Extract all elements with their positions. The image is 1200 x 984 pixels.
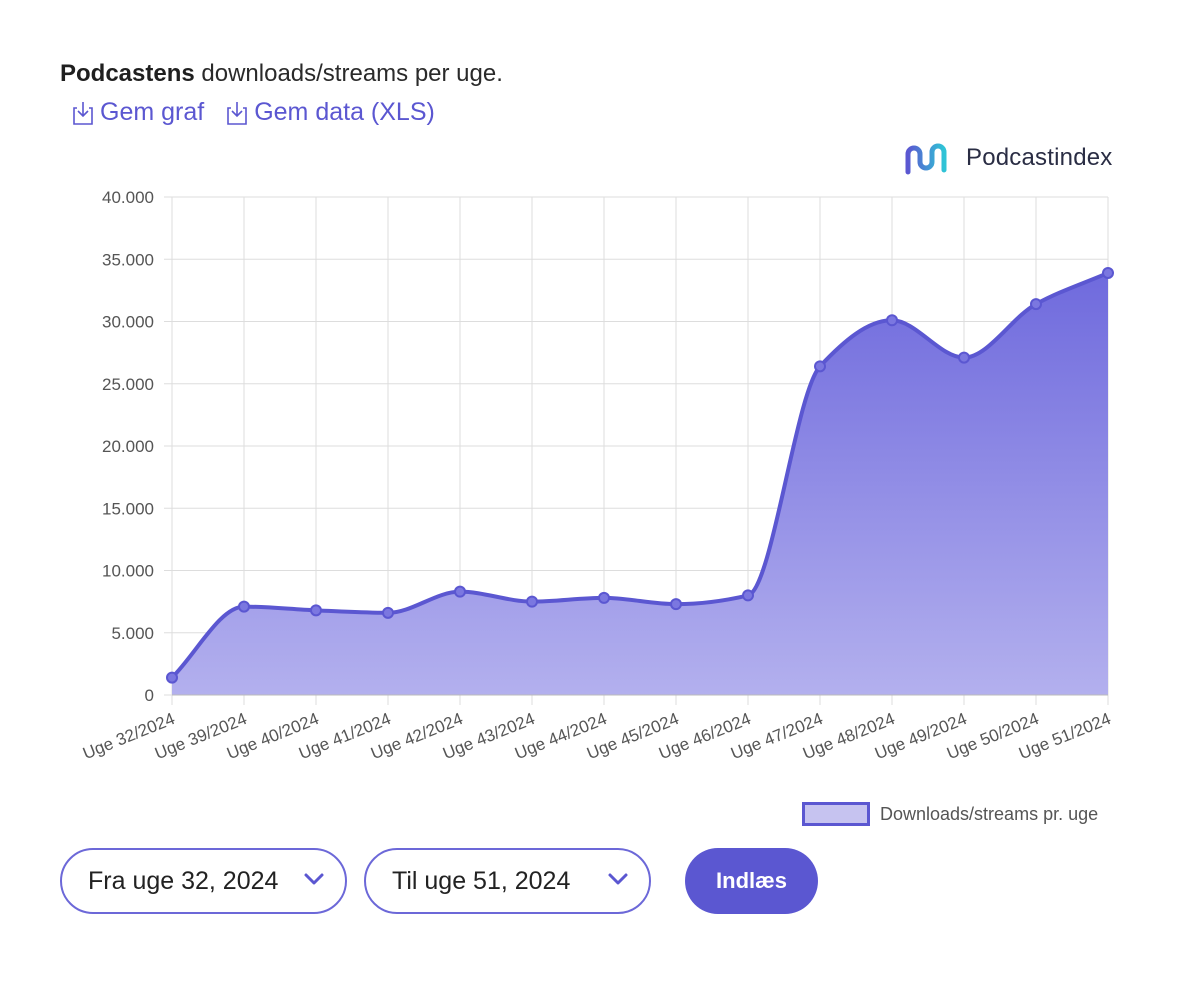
y-tick-label: 20.000	[102, 437, 154, 456]
area-fill	[172, 272, 1108, 695]
y-tick-label: 25.000	[102, 375, 154, 394]
data-point	[526, 595, 538, 608]
y-tick-label: 15.000	[102, 499, 154, 518]
download-icon	[73, 101, 93, 125]
save-chart-link[interactable]: Gem graf	[72, 98, 204, 127]
y-tick-label: 40.000	[102, 188, 154, 207]
downloads-chart: 0 5.000 10.000 15.000 20.000 25.000 30.000 35.0…	[80, 188, 1114, 763]
data-point	[382, 606, 394, 619]
chart-legend[interactable]: Downloads/streams pr. uge	[802, 802, 1098, 826]
action-links: Gem graf Gem data (XLS)	[72, 98, 435, 127]
legend-label: Downloads/streams pr. uge	[880, 803, 1099, 824]
data-point	[598, 591, 610, 604]
data-point	[742, 589, 754, 602]
data-point	[238, 600, 250, 613]
y-tick-label: 35.000	[102, 250, 154, 269]
download-icon	[227, 101, 248, 125]
to-week-select[interactable]: Til uge 51, 2024	[364, 848, 651, 914]
data-point	[1030, 298, 1042, 311]
save-data-link[interactable]: Gem data (XLS)	[226, 98, 435, 127]
y-tick-label: 30.000	[102, 313, 154, 332]
y-tick-label: 5.000	[111, 624, 154, 643]
legend-swatch	[802, 802, 870, 826]
page-title: Podcastens downloads/streams per uge.	[60, 60, 503, 88]
from-week-select[interactable]: Fra uge 32, 2024	[60, 848, 347, 914]
load-button[interactable]: Indlæs	[685, 848, 818, 914]
data-point	[670, 598, 682, 611]
from-week-value: Fra uge 32, 2024	[88, 866, 279, 895]
to-week-value: Til uge 51, 2024	[392, 866, 571, 895]
chevron-down-icon	[608, 873, 628, 885]
data-point	[886, 314, 898, 327]
brand-logo: Podcastindex	[904, 140, 1113, 176]
title-rest: downloads/streams per uge.	[194, 60, 503, 87]
data-point	[958, 351, 970, 364]
save-chart-label: Gem graf	[100, 98, 205, 126]
save-data-label: Gem data (XLS)	[254, 98, 435, 126]
data-point	[310, 604, 322, 617]
y-tick-label: 10.000	[102, 562, 154, 581]
brand-name: Podcastindex	[966, 144, 1113, 171]
y-tick-label: 0	[145, 686, 154, 705]
title-bold: Podcastens	[60, 60, 195, 87]
data-point	[814, 360, 826, 373]
data-point	[454, 585, 466, 598]
podcastindex-logo-icon	[905, 143, 947, 175]
data-point	[1102, 266, 1114, 279]
chevron-down-icon	[304, 873, 324, 885]
data-point	[166, 671, 178, 684]
